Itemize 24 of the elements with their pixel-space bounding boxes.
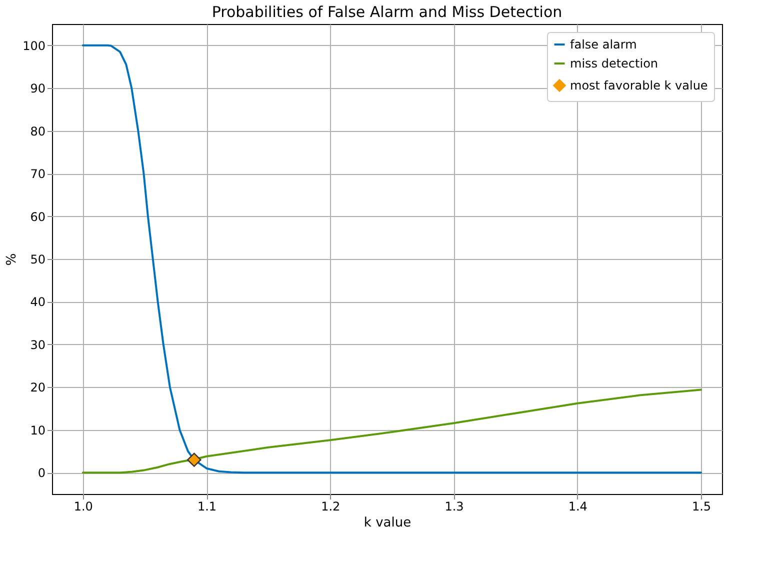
chart-title: Probabilities of False Alarm and Miss Detection <box>212 3 562 21</box>
y-tick-label: 70 <box>30 167 46 182</box>
x-tick-label: 1.0 <box>74 500 93 514</box>
y-tick-label: 50 <box>30 252 46 266</box>
y-axis-title: % <box>4 253 20 266</box>
y-tick-label: 40 <box>30 295 46 310</box>
y-tick-label: 20 <box>30 380 46 395</box>
y-tick-label: 60 <box>30 210 46 224</box>
legend-label: false alarm <box>570 38 637 52</box>
y-tick-label: 30 <box>30 338 46 352</box>
x-tick-label: 1.2 <box>321 500 340 514</box>
x-tick-label: 1.3 <box>444 500 464 514</box>
x-tick-label: 1.1 <box>197 500 217 514</box>
y-tick-label: 90 <box>30 82 46 96</box>
y-tick-label: 10 <box>30 423 46 438</box>
y-tick-label: 100 <box>22 38 46 53</box>
x-axis-title: k value <box>364 516 412 530</box>
x-tick-label: 1.5 <box>692 500 712 514</box>
y-tick-label: 0 <box>38 466 46 480</box>
y-tick-label: 80 <box>30 124 46 138</box>
x-tick-label: 1.4 <box>568 500 588 514</box>
legend-label: miss detection <box>570 56 658 70</box>
legend-label: most favorable k value <box>570 78 708 92</box>
line-series <box>82 388 702 474</box>
